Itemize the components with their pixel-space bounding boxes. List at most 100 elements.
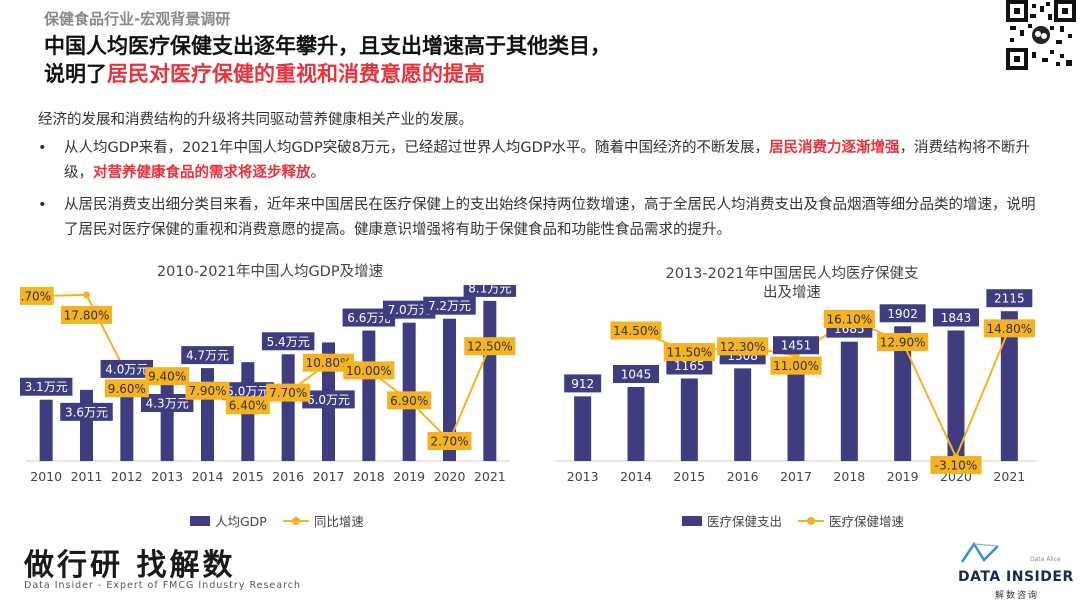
bar-value-label: 7.0万元 [388,303,431,317]
chart-title: 2010-2021年中国人均GDP及增速 [156,264,384,280]
line-value-label: 12.30% [720,340,766,354]
bar-value-label: 6.6万元 [347,311,390,325]
bar-label-box [20,377,73,396]
x-tick-label: 2013 [151,469,183,484]
headline-highlight: 居民对医疗保健的重视和消费意愿的提高 [107,62,485,86]
line-value-label: 11.00% [773,359,819,373]
bar-label-box [463,285,517,297]
x-tick-label: 2017 [780,469,812,484]
footer-slogan: 做行研 找解数 [24,548,236,583]
x-tick-label: 2013 [567,469,599,484]
brand-tag: Data Alice [1030,556,1061,563]
bar-value-label: 1165 [674,359,705,373]
bar-value-label: 1451 [781,339,812,353]
bar-2016 [281,354,295,461]
footer-slogan-sub: Data Insider - Expert of FMCG Industry R… [24,580,302,591]
line-value-label: 6.90% [390,394,428,408]
line-value-label: 14.80% [986,322,1032,336]
bar-value-label: 4.3万元 [146,397,189,411]
bar-2011 [80,389,93,461]
brand-logo-icon [960,541,999,563]
line-value-label: 12.50% [467,340,513,354]
line-label-box [717,337,769,356]
x-tick-label: 2014 [620,469,652,484]
line-label-box [343,361,395,380]
headline-line-2: 说明了居民对医疗保健的重视和消费意愿的提高 [44,60,611,88]
bar-label-box [221,382,275,401]
line-label-box [427,432,472,450]
section-subtitle: 保健食品行业-宏观背景调研 [44,10,231,28]
legend-label: 医疗保健增速 [829,514,905,529]
bullet1-highlight-2: 对营养健康食品的需求将逐步释放 [93,165,311,181]
line-value-label: -3.10% [935,459,977,473]
bar-label-box [879,304,926,323]
x-tick-label: 2016 [727,469,759,484]
bar-2014 [627,386,645,461]
bar-value-label: 1045 [621,367,652,381]
bar-2013 [574,396,592,461]
x-tick-label: 2010 [30,469,62,484]
legend-bar-swatch [190,515,210,526]
x-tick-label: 2019 [887,469,919,484]
bar-value-label: 6.0万元 [307,393,350,407]
line-value-label: 10.00% [346,364,392,378]
health-chart-plot: 2013 2014 2015 2016 2017 2018 2019 2020 20219121… [556,289,1036,484]
bar-value-label: 912 [571,377,594,391]
legend-label: 同比增速 [313,514,364,529]
legend-label: 人均GDP [215,514,267,529]
legend-line-swatch [798,516,825,525]
bar-label-box [933,308,979,327]
headline-line-1: 中国人均医疗保健支出逐年攀升，且支出增速高于其他类目， [44,34,611,58]
bar-label-box [564,374,602,393]
bar-label-box [261,332,315,351]
line-label-box [185,381,230,400]
line-label-box [877,333,929,351]
line-label-box [610,321,662,340]
x-tick-label: 2021 [474,469,506,484]
line-value-label: 7.90% [188,384,226,398]
brand-name-cn: 解数咨询 [995,591,1040,601]
bar-value-label: 4.0万元 [105,362,148,376]
headline-prefix: 说明了 [44,62,107,86]
bullet-list: • 从人均GDP来看，2021年中国人均GDP突破8万元，已经超过世界人均GDP… [38,136,1048,250]
bar-value-label: 4.7万元 [186,349,229,363]
bullet-text: 从居民消费支出细分类目来看，近年来中国居民在医疗保健上的支出始终保持两位数增速，… [64,197,1036,238]
qr-code-icon [1006,0,1076,70]
bar-value-label: 3.6万元 [65,405,108,419]
x-tick-label: 2015 [232,469,264,484]
line-label-box [770,356,822,375]
chart-legend: 人均GDP 同比增速 [190,511,364,530]
bar-label-box [613,364,659,383]
chart-title-line-2: 出及增速 [763,285,821,301]
bar-label-box [382,300,436,319]
x-tick-label: 2020 [434,469,466,484]
bar-value-label: 5.0万元 [226,385,269,399]
bullet1-part-b: ，消费结构将不断升级， [64,140,1031,181]
x-tick-label: 2011 [71,469,103,484]
bar-value-label: 7.2万元 [428,299,471,313]
bar-value-label: 3.1万元 [25,380,68,394]
line-value-label: 9.40% [148,370,186,384]
line-value-label: 17.70% [20,289,51,303]
bar-label-box [773,336,819,355]
bar-label-box [140,394,194,413]
legend-bar-swatch [682,515,702,526]
bar-2015 [680,378,698,461]
chart-title-line-1: 2013-2021年中国居民人均医疗保健支 [665,266,919,282]
x-tick-label: 2018 [353,469,385,484]
line-value-label: 6.40% [229,399,267,413]
health-spend-chart: 2013-2021年中国居民人均医疗保健支 出及增速 2013 2014 2015 2… [552,255,1052,535]
bar-2021 [1000,311,1018,461]
line-label-box [20,286,54,305]
bar-2019 [894,326,912,461]
line-value-label: 11.50% [666,346,712,360]
line-label-box [387,391,432,410]
bar-label-box [60,402,113,421]
bar-value-label: 5.4万元 [267,335,310,349]
bar-label-box [986,289,1033,308]
line-label-box [464,337,516,356]
bullet1-part-c: 。 [310,165,326,181]
growth-point-2011 [83,291,90,299]
x-tick-label: 2018 [833,469,865,484]
brand-name: DATA INSIDER [958,569,1074,585]
